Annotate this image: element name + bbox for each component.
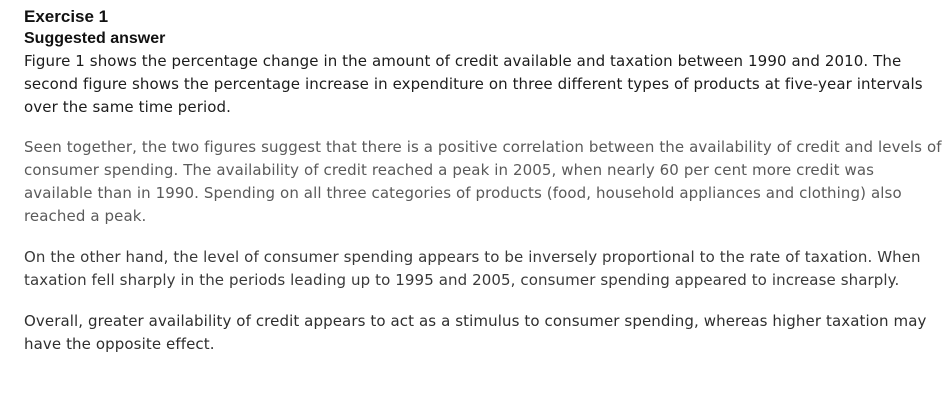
paragraph-intro: Figure 1 shows the percentage change in … [24, 52, 923, 116]
document-page: Exercise 1 Suggested answer Figure 1 sho… [24, 6, 944, 356]
exercise-title: Exercise 1 [24, 7, 109, 26]
paragraph-correlation: Seen together, the two figures suggest t… [24, 138, 942, 225]
paragraph-conclusion: Overall, greater availability of credit … [24, 312, 927, 353]
paragraph-taxation: On the other hand, the level of consumer… [24, 248, 921, 289]
suggested-answer-heading: Suggested answer [24, 30, 166, 47]
